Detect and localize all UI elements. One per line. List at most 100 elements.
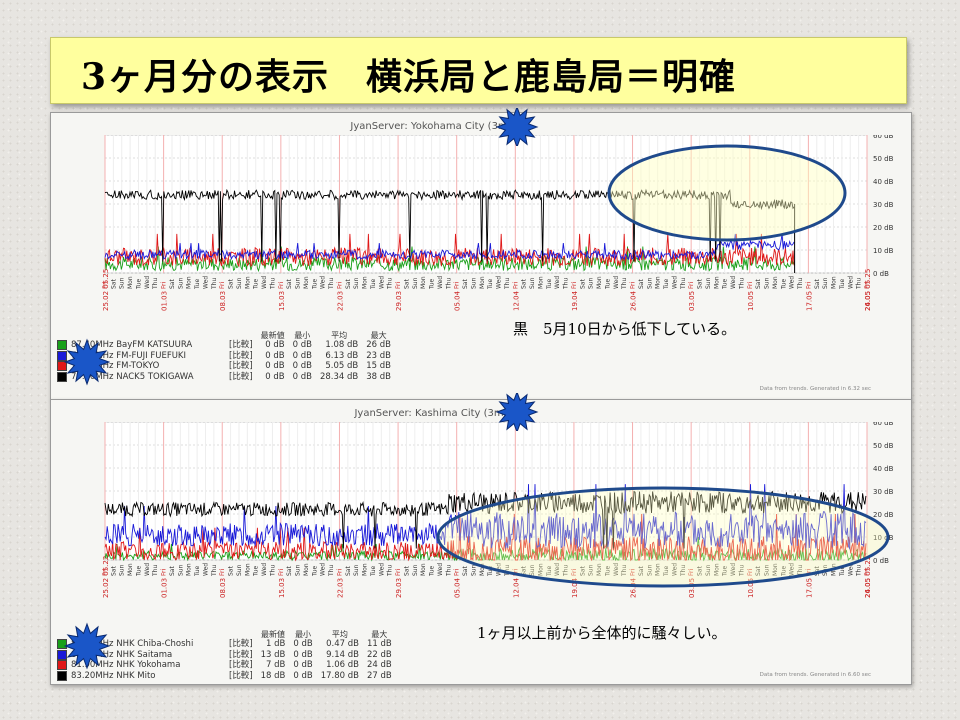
x-weekday-label: Thu: [445, 278, 452, 290]
x-weekday-label: Sat: [462, 566, 469, 576]
x-weekday-label: Wed: [378, 563, 385, 576]
x-weekday-label: Wed: [789, 563, 796, 576]
y-tick-label: 60 dB: [873, 422, 894, 427]
legend-header: 最新値 最小 平均 最大: [57, 630, 396, 639]
legend-swatch: [57, 660, 69, 671]
x-weekday-label: Sun: [295, 564, 302, 576]
x-weekday-label: Wed: [554, 276, 561, 289]
x-weekday-label: Sun: [529, 564, 536, 576]
x-weekday-label: Wed: [320, 563, 327, 576]
x-date-label: 15.03: [278, 578, 286, 598]
y-tick-label: 40 dB: [873, 465, 894, 473]
legend-avg: 1.06 dB: [326, 660, 359, 671]
x-weekday-label: Wed: [613, 563, 620, 576]
x-weekday-label: Sun: [822, 277, 829, 289]
x-weekday-label: Wed: [320, 276, 327, 289]
x-weekday-label: Wed: [437, 276, 444, 289]
x-weekday-label: Wed: [730, 563, 737, 576]
legend-unit: [比較]: [229, 371, 253, 382]
legend-kashima: 最新値 最小 平均 最大 83.90MHz NHK Chiba-Choshi [比較] 1 …: [57, 630, 396, 681]
x-weekday-label: Sun: [705, 564, 712, 576]
legend-min: 0 dB: [292, 371, 312, 382]
x-weekday-label: Thu: [152, 278, 159, 290]
legend-avg: 28.34 dB: [319, 371, 359, 382]
x-weekday-label: Wed: [847, 276, 854, 289]
x-weekday-label: Thu: [856, 565, 863, 577]
legend-row: 83.90MHz NHK Chiba-Choshi [比較] 1 dB 0 dB 0.4…: [57, 639, 396, 650]
legend-max: 24 dB: [367, 660, 392, 671]
x-weekday-label: Wed: [496, 276, 503, 289]
x-weekday-label: Tue: [370, 278, 377, 290]
x-weekday-label: Fri: [805, 282, 812, 289]
x-date-label: 12.04: [512, 577, 520, 598]
x-weekday-label: Wed: [261, 563, 268, 576]
x-weekday-label: Fri: [454, 282, 461, 289]
x-weekday-label: Wed: [437, 563, 444, 576]
x-date-label: 10.05: [747, 291, 755, 311]
legend-row: 79.50MHz NACK5 TOKIGAWA [比較] 0 dB 0 dB 28.34…: [57, 371, 395, 383]
x-weekday-label: Tue: [780, 565, 787, 577]
x-weekday-label: Tue: [429, 565, 436, 577]
x-weekday-label: Sun: [177, 564, 184, 576]
x-weekday-label: Sat: [345, 566, 352, 576]
x-weekday-label: Fri: [630, 282, 637, 289]
legend-avg: 6.13 dB: [325, 350, 359, 361]
chart-panel-yokohama: JyanServer: Yokohama City (3m) 0 dB 10 dB…: [50, 112, 912, 400]
x-weekday-label: Thu: [269, 278, 276, 290]
x-weekday-label: Sat: [521, 566, 528, 576]
x-weekday-label: Tue: [135, 565, 142, 577]
x-date-label: 25.02 05.22: [102, 556, 110, 598]
chart-footer: Data from trends. Generated in 6.60 sec: [759, 672, 871, 678]
x-weekday-label: Sun: [646, 564, 653, 576]
legend-min: 0 dB: [293, 670, 313, 681]
x-weekday-label: Sun: [412, 564, 419, 576]
legend-max: 11 dB: [367, 639, 392, 650]
x-weekday-label: Fri: [864, 282, 871, 289]
legend-unit: [比較]: [229, 350, 253, 361]
legend-column-header: 最小: [294, 331, 311, 340]
x-weekday-label: Tue: [194, 278, 201, 290]
x-weekday-label: Sun: [588, 564, 595, 576]
x-weekday-label: Tue: [604, 278, 611, 290]
legend-column-header: 最大: [371, 630, 388, 639]
legend-series-name: 79.50MHz NACK5 TOKIGAWA: [71, 371, 194, 382]
legend-avg: 17.80 dB: [320, 670, 359, 681]
x-weekday-label: Tue: [487, 565, 494, 577]
chart-footer: Data from trends. Generated in 6.32 sec: [759, 386, 871, 392]
x-date-label: 24.05: [864, 578, 872, 598]
x-weekday-label: Mon: [303, 563, 310, 576]
x-date-label: 19.04: [571, 577, 579, 598]
x-weekday-label: Fri: [219, 569, 226, 576]
legend-unit: [比較]: [229, 340, 253, 351]
annotation-kashima: 1ヶ月以上前から全体的に騒々しい。: [477, 624, 727, 642]
x-weekday-label: Thu: [856, 278, 863, 290]
y-tick-label: 10 dB: [873, 534, 894, 542]
chart-panel-kashima: JyanServer: Kashima City (3m) 0 dB 10 dB 2…: [50, 399, 912, 685]
legend-header: 最新値 最小 平均 最大: [57, 331, 395, 340]
legend-swatch: [57, 350, 69, 362]
x-weekday-label: Sat: [697, 279, 704, 289]
x-weekday-label: Wed: [496, 563, 503, 576]
x-weekday-label: Fri: [102, 282, 109, 289]
x-date-label: 05.04: [454, 577, 462, 598]
x-weekday-label: Wed: [730, 276, 737, 289]
x-date-label: 26.05 05.22: [864, 556, 872, 598]
legend-avg: 1.08 dB: [325, 340, 359, 351]
x-weekday-label: Mon: [596, 276, 603, 289]
x-weekday-label: Sun: [295, 277, 302, 289]
legend-swatch: [57, 670, 69, 682]
legend-column-header: 平均: [331, 630, 348, 639]
y-tick-label: 0 dB: [873, 557, 889, 565]
y-tick-label: 50 dB: [873, 442, 894, 450]
x-weekday-label: Sun: [236, 564, 243, 576]
x-weekday-label: Wed: [202, 276, 209, 289]
x-weekday-label: Fri: [512, 282, 519, 289]
x-weekday-label: Mon: [244, 563, 251, 576]
y-tick-label: 30 dB: [873, 488, 894, 496]
x-weekday-label: Fri: [630, 569, 637, 576]
x-weekday-label: Thu: [797, 278, 804, 290]
x-weekday-label: Wed: [378, 276, 385, 289]
legend-min: 0 dB: [292, 340, 312, 351]
x-weekday-label: Fri: [336, 569, 343, 576]
x-weekday-label: Fri: [219, 282, 226, 289]
